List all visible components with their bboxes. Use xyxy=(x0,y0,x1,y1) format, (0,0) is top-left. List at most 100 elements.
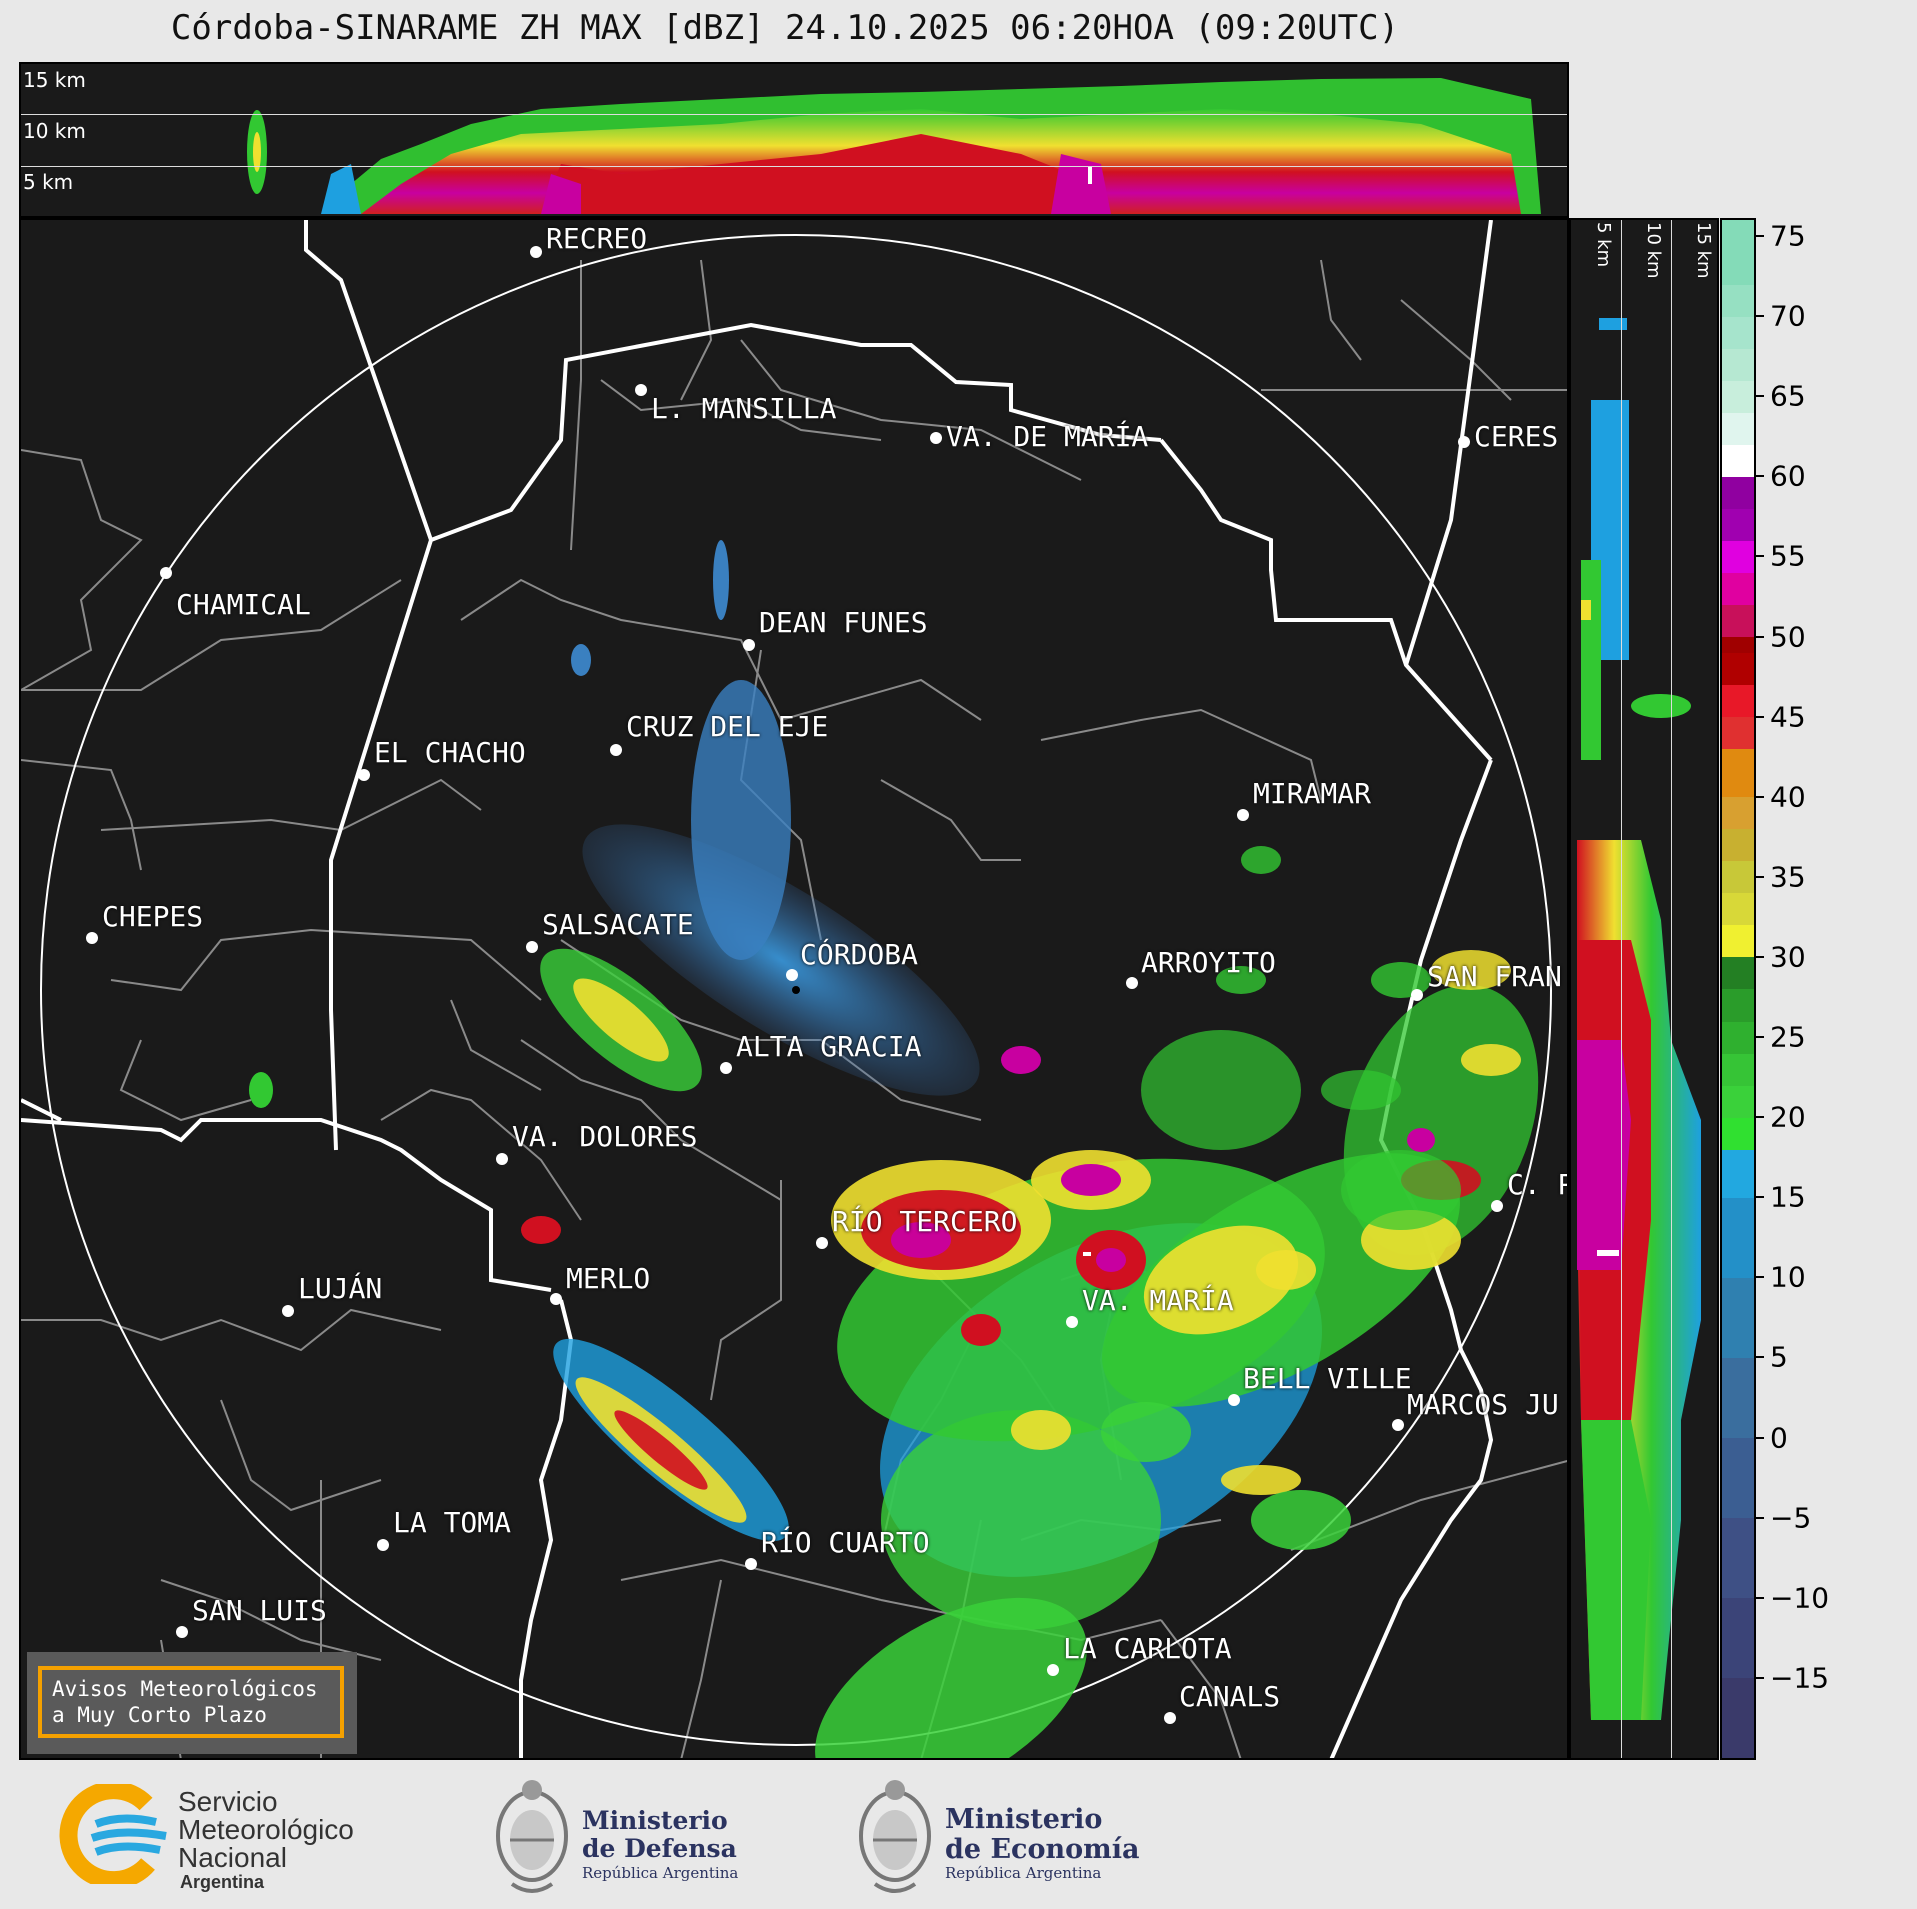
city-label-chamical: CHAMICAL xyxy=(176,588,311,621)
defensa-line-1: Ministerio xyxy=(582,1806,728,1835)
colorbar-tick-label: 0 xyxy=(1770,1421,1788,1455)
smn-name-line-2: Meteorológico xyxy=(178,1814,354,1845)
city-label-va-dolores: VA. DOLORES xyxy=(512,1120,698,1153)
colorbar-tick xyxy=(1756,395,1764,398)
colorbar-segment xyxy=(1722,1085,1754,1118)
side-alt-label-5km: 5 km xyxy=(1593,222,1614,268)
colorbar-tick xyxy=(1756,715,1764,718)
colorbar-segment xyxy=(1722,220,1754,285)
colorbar-segment xyxy=(1722,380,1754,413)
colorbar-segment xyxy=(1722,924,1754,958)
colorbar-tick xyxy=(1756,1676,1764,1679)
footer: Servicio Meteorológico Nacional Argentin… xyxy=(0,1760,1917,1909)
notice-line-1: Avisos Meteorológicos xyxy=(52,1677,318,1701)
colorbar-segment xyxy=(1722,1117,1754,1150)
alt-label-5km: 5 km xyxy=(23,170,74,194)
radar-map-canvas xyxy=(21,220,1567,1758)
city-label-rio-cuarto: RÍO CUARTO xyxy=(761,1526,930,1559)
colorbar-segment xyxy=(1722,1053,1754,1086)
colorbar-tick-label: −5 xyxy=(1770,1501,1812,1535)
city-label-bell-ville: BELL VILLE xyxy=(1243,1362,1412,1395)
colorbar-tick xyxy=(1756,955,1764,958)
colorbar-tick-label: 5 xyxy=(1770,1340,1788,1374)
colorbar-segment xyxy=(1722,348,1754,381)
city-label-chepes: CHEPES xyxy=(102,900,204,933)
smn-name-line-1: Servicio xyxy=(178,1786,278,1817)
colorbar-tick-label: 60 xyxy=(1770,459,1806,493)
colorbar-segment xyxy=(1722,652,1754,686)
colorbar-tick xyxy=(1756,475,1764,478)
city-label-arroyito: ARROYITO xyxy=(1141,946,1276,979)
map-title: Córdoba-SINARAME ZH MAX [dBZ] 24.10.2025… xyxy=(170,8,1400,48)
colorbar-tick xyxy=(1756,875,1764,878)
smn-name-line-4: Argentina xyxy=(180,1872,265,1892)
colorbar-segment xyxy=(1722,1021,1754,1054)
city-label-ceres: CERES xyxy=(1474,420,1559,453)
colorbar-tick xyxy=(1756,795,1764,798)
colorbar-tick-label: −15 xyxy=(1770,1661,1830,1695)
colorbar-segment xyxy=(1722,508,1754,541)
national-seal-icon xyxy=(496,1780,568,1893)
city-label-recreo: RECREO xyxy=(546,222,648,255)
colorbar-tick xyxy=(1756,1516,1764,1519)
colorbar-tick-label: 45 xyxy=(1770,700,1806,734)
radar-map[interactable]: RECREO L. MANSILLA VA. DE MARÍA CERES CH… xyxy=(19,218,1569,1760)
colorbar-segment xyxy=(1722,989,1754,1022)
colorbar-segment xyxy=(1722,1197,1754,1278)
colorbar-segment xyxy=(1722,316,1754,349)
colorbar-tick-label: 15 xyxy=(1770,1180,1806,1214)
colorbar-tick-label: 75 xyxy=(1770,219,1806,253)
city-label-san-francisco: SAN FRAN xyxy=(1427,960,1562,993)
colorbar-tick-label: 30 xyxy=(1770,940,1806,974)
city-label-merlo: MERLO xyxy=(566,1262,651,1295)
colorbar-segment xyxy=(1722,444,1754,477)
city-label-el-chacho: EL CHACHO xyxy=(374,736,526,769)
side-cross-section: 5 km 10 km 15 km xyxy=(1569,218,1719,1760)
colorbar-tick-label: 40 xyxy=(1770,780,1806,814)
colorbar-tick xyxy=(1756,235,1764,238)
notice-line-2: a Muy Corto Plazo xyxy=(52,1703,267,1727)
national-seal-icon xyxy=(859,1780,931,1893)
alt-label-15km: 15 km xyxy=(23,68,86,92)
colorbar-tick xyxy=(1756,1596,1764,1599)
city-label-canals: CANALS xyxy=(1179,1680,1281,1713)
colorbar-tick-label: 70 xyxy=(1770,299,1806,333)
smn-logo-icon xyxy=(59,1784,167,1884)
city-label-marcos-juarez: MARCOS JU xyxy=(1407,1388,1559,1421)
economia-line-2: de Economía xyxy=(945,1834,1140,1865)
city-label-cordoba: CÓRDOBA xyxy=(800,938,919,971)
colorbar-segment xyxy=(1722,636,1754,654)
colorbar-segment xyxy=(1722,540,1754,573)
colorbar-tick xyxy=(1756,555,1764,558)
colorbar-segment xyxy=(1722,1517,1754,1599)
city-label-san-luis: SAN LUIS xyxy=(192,1594,327,1627)
colorbar-tick xyxy=(1756,315,1764,318)
colorbar-segment xyxy=(1722,1357,1754,1439)
colorbar-segment xyxy=(1722,716,1754,750)
city-label-dean-funes: DEAN FUNES xyxy=(759,606,928,639)
colorbar-segment xyxy=(1722,956,1754,990)
colorbar-segment xyxy=(1722,572,1754,605)
colorbar-tick-label: 25 xyxy=(1770,1020,1806,1054)
colorbar-tick-label: −10 xyxy=(1770,1581,1830,1615)
city-label-rio-tercero: RÍO TERCERO xyxy=(832,1205,1018,1238)
notice-box-inner: Avisos Meteorológicos a Muy Corto Plazo xyxy=(38,1666,344,1738)
alt-label-10km: 10 km xyxy=(23,119,86,143)
side-alt-label-10km: 10 km xyxy=(1643,222,1664,279)
smn-name-line-3: Nacional xyxy=(178,1842,287,1873)
colorbar-tick xyxy=(1756,1196,1764,1199)
economia-line-1: Ministerio xyxy=(945,1804,1103,1835)
colorbar-segment xyxy=(1722,828,1754,862)
defensa-sub: República Argentina xyxy=(582,1864,739,1882)
colorbar-segment xyxy=(1722,1149,1754,1198)
colorbar-segment xyxy=(1722,412,1754,445)
colorbar-segment xyxy=(1722,604,1754,638)
colorbar-segment xyxy=(1722,1597,1754,1679)
colorbar-segment xyxy=(1722,476,1754,509)
colorbar-segment xyxy=(1722,684,1754,718)
city-label-cruz-del-eje: CRUZ DEL EJE xyxy=(626,710,829,743)
city-label-salsacate: SALSACATE xyxy=(542,908,694,941)
colorbar-segment xyxy=(1722,796,1754,830)
colorbar-tick xyxy=(1756,1036,1764,1039)
city-label-la-carlota: LA CARLOTA xyxy=(1063,1632,1232,1665)
